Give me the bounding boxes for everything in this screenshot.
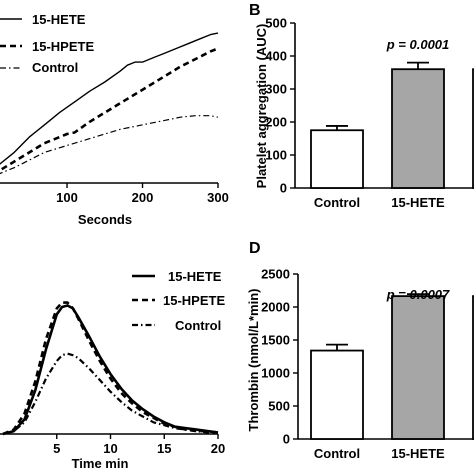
- panel-b-y-tick-label: 400: [265, 49, 287, 64]
- panel-a-x-tick-label: 100: [56, 190, 78, 205]
- panel-a-series-control-line: [0, 115, 219, 175]
- panel-d-y-tick-label: 1000: [261, 366, 290, 381]
- panel-d-bar-chart: D Thrombin (nmol/L*min) 0 500 1000 1500 2000…: [246, 240, 474, 461]
- panel-c-legend: 15-HETE 15-HPETE Control: [132, 269, 225, 333]
- panel-c-series-15-hpete-line: [2, 301, 219, 436]
- panel-d-y-tick-label: 2000: [261, 300, 290, 315]
- panel-c-line-chart: 5 10 15 20 Time min 15-HETE 15-HPETE Contro…: [0, 269, 225, 471]
- panel-c-x-tick-label: 10: [103, 441, 117, 456]
- panel-d-bar-control: [310, 349, 364, 440]
- panel-d-label: D: [249, 240, 261, 257]
- panel-a-series: [0, 32, 219, 175]
- panel-b-y-tick-label: 100: [265, 148, 287, 163]
- panel-d-y-ticks: 0 500 1000 1500 2000 2500: [261, 267, 298, 447]
- panel-a-line-chart: 100 200 300 Seconds 15-HETE 15-HPETE Contr…: [0, 12, 229, 227]
- legend-label-15-hpete: 15-HPETE: [32, 39, 94, 54]
- panel-a-x-ticks: 100 200 300: [56, 183, 229, 205]
- legend-label-control: Control: [32, 60, 78, 75]
- panel-d-bar-15-hete: [391, 295, 445, 440]
- panel-b-y-tick-label: 300: [265, 82, 287, 97]
- legend-label-15-hete: 15-HETE: [168, 269, 222, 284]
- panel-c-series-15-hete-line: [2, 304, 219, 436]
- legend-label-control: Control: [175, 318, 221, 333]
- panel-d-y-tick-label: 0: [283, 432, 290, 447]
- panel-b-bar-15-hete: [391, 68, 445, 189]
- panel-a-x-tick-label: 200: [132, 190, 154, 205]
- legend-label-15-hpete: 15-HPETE: [163, 293, 225, 308]
- panel-b-y-tick-label: 500: [265, 16, 287, 31]
- panel-b-y-tick-label: 200: [265, 115, 287, 130]
- panel-c-series-control-line: [2, 352, 218, 436]
- panel-d-bars: [310, 293, 474, 440]
- panel-d-x-tick-label: 15-HETE: [391, 446, 445, 461]
- panel-c-x-tick-label: 15: [157, 441, 171, 456]
- panel-b-y-tick-label: 0: [280, 181, 287, 196]
- panel-b-y-ticks: 0 100 200 300 400 500: [265, 16, 295, 196]
- panel-b-label: B: [249, 2, 261, 19]
- panel-b-x-tick-label: Control: [314, 195, 360, 210]
- panel-d-p-value: p = 0.0007: [386, 287, 450, 302]
- panel-b-bar-chart: B Platelet aggregation (AUC) 0 100 200 300 4…: [249, 2, 474, 210]
- panel-c-x-tick-label: 20: [211, 441, 225, 456]
- panel-b-bars: [310, 61, 474, 189]
- panel-b-p-value: p = 0.0001: [386, 37, 450, 52]
- legend-label-15-hete: 15-HETE: [32, 12, 86, 27]
- panel-c-x-ticks: 5 10 15 20: [53, 434, 225, 456]
- panel-b-bar-control: [310, 129, 364, 189]
- panel-c-x-tick-label: 5: [53, 441, 60, 456]
- panel-b-y-axis-label: Platelet aggregation (AUC): [254, 24, 269, 189]
- panel-c-x-axis-label: Time min: [72, 456, 129, 471]
- panel-a-x-axis-label: Seconds: [78, 212, 132, 227]
- panel-d-y-tick-label: 2500: [261, 267, 290, 282]
- panel-d-y-tick-label: 500: [268, 399, 290, 414]
- panel-c-series: [2, 301, 219, 436]
- panel-a-x-tick-label: 300: [207, 190, 229, 205]
- panel-a-series-15-hete-line: [0, 32, 219, 165]
- panel-b-x-tick-label: 15-HETE: [391, 195, 445, 210]
- panel-a-legend: 15-HETE 15-HPETE Control: [0, 12, 94, 75]
- panel-d-y-axis-label: Thrombin (nmol/L*min): [246, 289, 261, 432]
- panel-d-y-tick-label: 1500: [261, 333, 290, 348]
- panel-d-x-tick-label: Control: [314, 446, 360, 461]
